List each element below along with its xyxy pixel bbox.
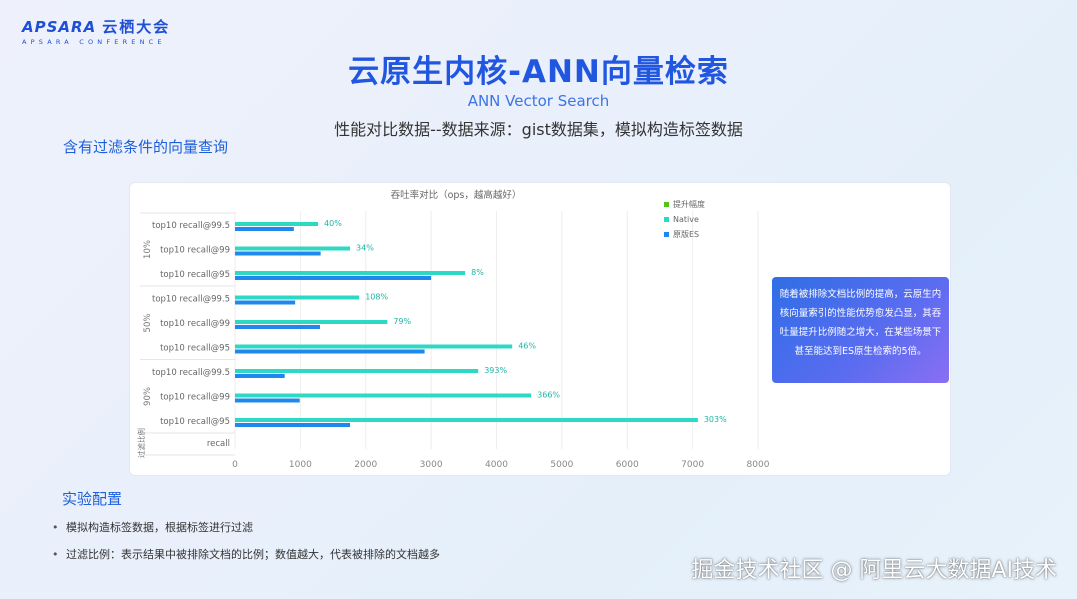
bar-native: [235, 369, 479, 373]
bar-native: [235, 320, 388, 324]
category-label: top10 recall@99: [160, 246, 230, 256]
bar-es: [235, 227, 294, 231]
subtitle-cn: 性能对比数据--数据来源：gist数据集，模拟构造标签数据: [334, 120, 743, 139]
bar-es: [235, 300, 296, 305]
uplift-label: 303%: [704, 415, 727, 424]
uplift-label: 34%: [356, 244, 374, 253]
category-axis-label: recall: [207, 439, 230, 449]
bar-native: [235, 418, 698, 422]
x-tick-label: 2000: [354, 460, 377, 470]
logo-main: APSARA 云栖大会: [22, 16, 170, 37]
x-tick-label: 6000: [616, 460, 639, 470]
bullet-item: 模拟构造标签数据，根据标签进行过滤: [52, 514, 440, 541]
uplift-label: 108%: [365, 293, 388, 302]
bar-es: [235, 276, 432, 280]
category-label: top10 recall@95: [160, 270, 230, 280]
bar-native: [235, 344, 513, 349]
x-tick-label: 8000: [747, 460, 770, 470]
bar-native: [235, 271, 466, 275]
uplift-label: 46%: [518, 342, 536, 351]
bar-es: [235, 349, 425, 354]
subtitle-en: ANN Vector Search: [467, 92, 610, 110]
throughput-chart: 吞吐率对比（ops，越高越好） 0 1000 2000 3000 4000 5000 6000…: [136, 189, 770, 470]
x-tick-label: 4000: [485, 460, 508, 470]
bar-native: [235, 222, 319, 226]
uplift-label: 393%: [484, 366, 507, 375]
x-tick-label: 3000: [420, 460, 443, 470]
category-label: top10 recall@99: [160, 393, 230, 403]
category-label: top10 recall@99.5: [152, 368, 230, 378]
logo-cn-text: 云栖大会: [102, 18, 171, 36]
category-label: top10 recall@99.5: [152, 295, 230, 305]
section-label: 含有过滤条件的向量查询: [63, 138, 229, 156]
bar-native: [235, 295, 360, 300]
legend-swatch: [664, 202, 669, 207]
group-label: 90%: [143, 387, 153, 406]
bar-es: [235, 251, 321, 256]
bar-es: [235, 374, 285, 378]
group-axis-label: 过滤比例: [136, 428, 146, 458]
category-label: top10 recall@99.5: [152, 221, 230, 231]
bar-es: [235, 398, 300, 403]
bullet-item: 过滤比例：表示结果中被排除文档的比例；数值越大，代表被排除的文档越多: [52, 541, 440, 568]
x-tick-label: 0: [232, 460, 238, 470]
x-tick-label: 5000: [550, 460, 573, 470]
legend-swatch: [664, 217, 669, 222]
legend-label: Native: [673, 215, 699, 224]
uplift-label: 40%: [324, 219, 342, 228]
experiment-title: 实验配置: [62, 490, 123, 508]
chart-title: 吞吐率对比（ops，越高越好）: [391, 189, 522, 201]
bar-es: [235, 325, 320, 329]
uplift-label: 79%: [393, 317, 411, 326]
callout-box: 随着被排除文档比例的提高，云原生内核向量索引的性能优势愈发凸显，其吞吐量提升比例…: [772, 277, 949, 383]
x-tick-label: 7000: [681, 460, 704, 470]
category-label: top10 recall@95: [160, 417, 230, 427]
legend-swatch: [664, 232, 669, 237]
group-label: 50%: [143, 314, 153, 333]
bar-native: [235, 246, 351, 251]
watermark: 掘金技术社区 @ 阿里云大数据AI技术: [691, 558, 1057, 583]
bar-native: [235, 393, 532, 398]
uplift-label: 366%: [537, 391, 560, 400]
category-label: top10 recall@95: [160, 344, 230, 354]
bar-es: [235, 423, 351, 427]
category-label: top10 recall@99: [160, 319, 230, 329]
page-title: 云原生内核-ANN向量检索: [348, 54, 729, 90]
logo-text: APSARA: [22, 18, 97, 36]
logo-subtext: APSARA CONFERENCE: [22, 38, 166, 46]
x-tick-label: 1000: [289, 460, 312, 470]
uplift-label: 8%: [471, 268, 484, 277]
experiment-bullets: 模拟构造标签数据，根据标签进行过滤 过滤比例：表示结果中被排除文档的比例；数值越…: [52, 514, 440, 568]
group-label: 10%: [143, 240, 153, 259]
legend-label: 提升幅度: [673, 199, 705, 209]
logo: APSARA 云栖大会 APSARA CONFERENCE: [22, 16, 170, 46]
legend-label: 原版ES: [673, 229, 699, 239]
